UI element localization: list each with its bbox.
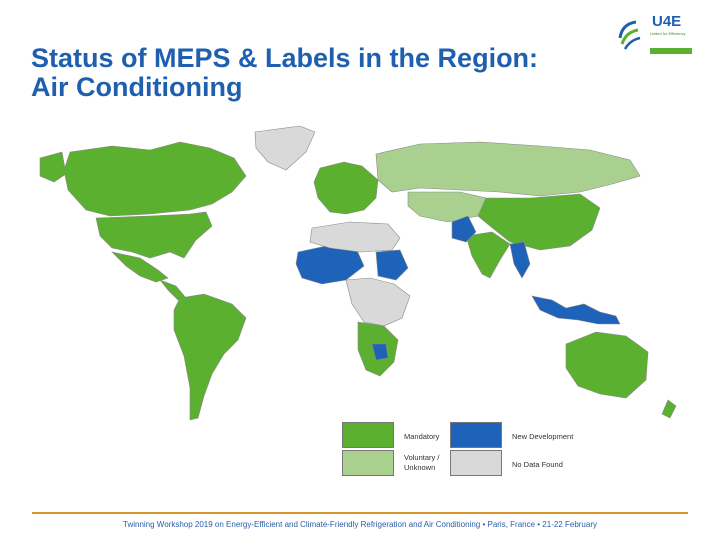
legend-label-new-development: New Development [512, 432, 574, 441]
world-map [39, 125, 677, 421]
legend-swatch-mandatory [342, 422, 394, 448]
region-canada [63, 141, 247, 217]
slide-title-line-1: Status of MEPS & Labels in the Region: [31, 43, 539, 73]
region-pakistan [451, 215, 477, 243]
legend-swatch-no-data [450, 450, 502, 476]
legend-label-no-data: No Data Found [512, 460, 563, 469]
region-zimbabwe [371, 343, 389, 361]
logo-wordmark: U4E [652, 13, 682, 30]
legend-label-voluntary: Voluntary / Unknown [404, 453, 440, 472]
logo-tagline: United for Efficiency [650, 31, 686, 36]
footer-divider [32, 512, 688, 514]
region-central-africa [345, 277, 411, 327]
slide-footer: Twinning Workshop 2019 on Energy-Efficie… [123, 520, 597, 529]
region-united-states [95, 211, 213, 259]
region-australia [565, 331, 649, 399]
region-alaska [39, 151, 67, 183]
region-india [465, 231, 511, 279]
region-central-america [159, 279, 187, 301]
u4e-logo [618, 20, 692, 54]
region-china [477, 193, 601, 251]
region-central-asia [407, 191, 487, 223]
region-greenland [254, 125, 316, 171]
legend-swatch-new-development [450, 422, 502, 448]
region-russia [375, 141, 641, 197]
region-south-america [173, 293, 247, 421]
region-sudan [375, 249, 409, 281]
region-west-africa [295, 245, 365, 285]
legend-label-mandatory: Mandatory [404, 432, 440, 441]
slide-title: Status of MEPS & Labels in the Region: A… [31, 44, 651, 102]
region-indonesia [531, 295, 621, 325]
region-europe [313, 161, 379, 215]
legend-swatch-voluntary [342, 450, 394, 476]
map-legend: Mandatory New Development Voluntary / Un… [342, 420, 582, 482]
region-north-africa [309, 221, 401, 253]
slide-title-line-2: Air Conditioning [31, 72, 243, 102]
region-mexico [111, 251, 169, 283]
region-myanmar [509, 241, 531, 279]
region-new-zealand [661, 399, 677, 419]
